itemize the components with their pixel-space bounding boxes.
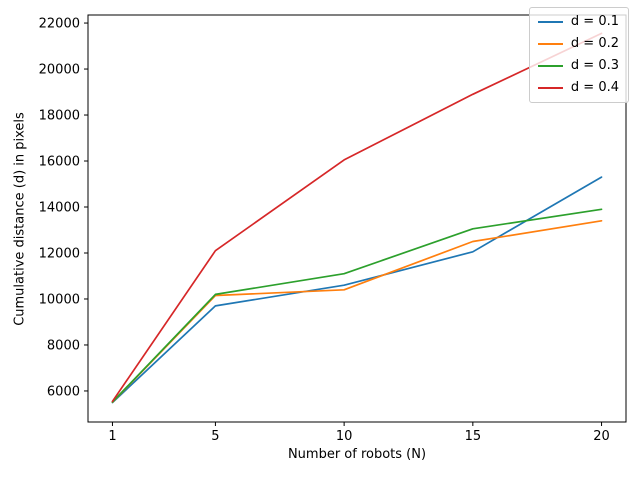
legend-item: d = 0.2 xyxy=(537,35,619,52)
legend-label: d = 0.1 xyxy=(570,14,619,29)
y-tick-label: 20000 xyxy=(39,63,80,78)
y-tick-label: 8000 xyxy=(47,338,80,353)
series-line-d0.3 xyxy=(111,208,603,403)
y-tick-label: 18000 xyxy=(39,109,80,124)
x-tick-label: 10 xyxy=(336,429,353,444)
legend-line-swatch xyxy=(537,42,563,45)
y-ticks: 6000 8000 10000 12000 14000 16000 18000 20000 22… xyxy=(39,17,88,399)
y-tick-label: 10000 xyxy=(39,292,80,307)
series-line-d0.1 xyxy=(111,176,603,404)
y-axis-label: Cumulative distance (d) in pixels xyxy=(12,112,28,326)
y-tick-label: 6000 xyxy=(47,384,80,399)
legend-line-swatch xyxy=(537,86,563,89)
legend-item: d = 0.3 xyxy=(537,57,619,74)
x-tick-label: 1 xyxy=(108,429,116,444)
y-tick-label: 16000 xyxy=(39,155,80,170)
y-tick-label: 14000 xyxy=(39,201,80,216)
series-line-d0.4 xyxy=(111,32,603,403)
y-tick-label: 22000 xyxy=(39,17,80,32)
x-tick-label: 15 xyxy=(465,429,482,444)
axes-spines xyxy=(87,14,627,423)
legend-item: d = 0.4 xyxy=(537,79,619,96)
x-axis-label: Number of robots (N) xyxy=(287,447,427,462)
legend-line-swatch xyxy=(537,64,563,67)
x-ticks: 1 5 10 15 20 xyxy=(108,422,610,444)
y-tick-label: 12000 xyxy=(39,246,80,261)
series-lines xyxy=(111,32,603,404)
plot-border xyxy=(87,14,627,423)
legend: d = 0.1 d = 0.2 d = 0.3 d = 0.4 xyxy=(528,7,629,103)
legend-label: d = 0.2 xyxy=(570,36,619,51)
legend-label: d = 0.4 xyxy=(570,80,619,95)
legend-item: d = 0.1 xyxy=(537,13,619,30)
legend-label: d = 0.3 xyxy=(570,58,619,73)
x-tick-label: 20 xyxy=(593,429,610,444)
x-tick-label: 5 xyxy=(211,429,219,444)
legend-line-swatch xyxy=(537,20,563,23)
